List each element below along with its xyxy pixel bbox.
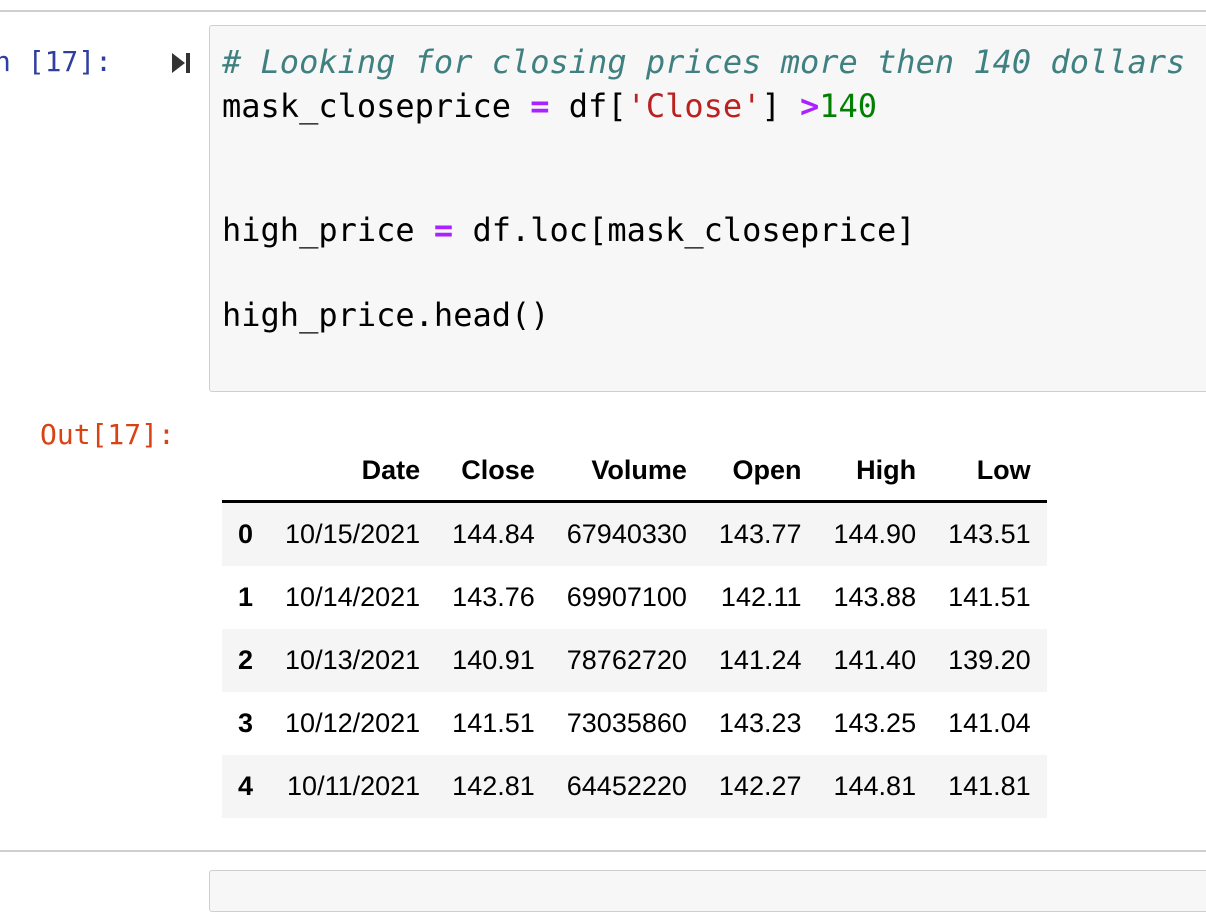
- table-cell: 78762720: [566, 645, 687, 675]
- table-cell: 141.51: [452, 708, 535, 738]
- table-cell: 10/15/2021: [285, 519, 421, 549]
- table-row: 0 10/15/2021 144.84 67940330 143.77 144.90 143…: [222, 501, 1047, 566]
- header-row: Date Close Volume Open High Low: [222, 440, 1047, 503]
- table-cell: 141.04: [948, 708, 1031, 738]
- cell-separator: [0, 850, 1206, 852]
- code-token: df.loc[mask_closeprice]: [453, 211, 916, 249]
- code-input-box[interactable]: [209, 25, 1206, 392]
- run-cell-icon[interactable]: [170, 52, 194, 74]
- column-header: Volume: [550, 440, 703, 503]
- notebook-page: n [17]: # Looking for closing prices mor…: [0, 10, 1206, 912]
- code-operator: =: [433, 211, 454, 249]
- table-cell: 144.84: [452, 519, 535, 549]
- table-cell: 142.81: [452, 771, 535, 801]
- table-cell: 140.91: [452, 645, 535, 675]
- column-header: Low: [932, 440, 1047, 503]
- code-line: high_price.head(): [222, 293, 550, 337]
- input-prompt: n [17]:: [0, 45, 113, 78]
- table-cell: 10/14/2021: [285, 582, 421, 612]
- row-index: 1: [238, 582, 254, 612]
- code-token: high_price.head(): [222, 296, 550, 334]
- code-line: # Looking for closing prices more then 1…: [222, 40, 1185, 84]
- column-header: Date: [269, 440, 437, 503]
- code-token: high_price: [222, 211, 434, 249]
- table-cell: 139.20: [948, 645, 1031, 675]
- table-cell: 144.90: [833, 519, 917, 549]
- table-cell: 143.23: [718, 708, 802, 738]
- row-index: 3: [238, 708, 254, 738]
- table-cell: 10/11/2021: [287, 771, 421, 801]
- dataframe-table: Date Close Volume Open High Low 0 10/15/2021 14…: [222, 440, 1047, 818]
- table-row: 1 10/14/2021 143.76 69907100 142.11 143.88 141…: [222, 566, 1047, 629]
- table-cell: 143.51: [948, 519, 1031, 549]
- table-cell: 73035860: [566, 708, 687, 738]
- code-input-box[interactable]: [209, 870, 1206, 912]
- table-cell: 10/12/2021: [285, 708, 421, 738]
- table-cell: 143.76: [452, 582, 535, 612]
- table-cell: 143.77: [718, 519, 802, 549]
- code-comment: # Looking for closing prices more then 1…: [222, 43, 1186, 81]
- code-line: high_price = df.loc[mask_closeprice]: [222, 208, 916, 252]
- cell-separator: [0, 10, 1206, 12]
- code-line: mask_closeprice = df['Close'] >140: [222, 84, 877, 128]
- column-header: High: [817, 440, 933, 503]
- output-prompt: Out[17]:: [40, 418, 175, 451]
- table-cell: 69907100: [566, 582, 687, 612]
- table-row: 2 10/13/2021 140.91 78762720 141.24 141.40 139…: [222, 629, 1047, 692]
- row-index: 0: [238, 519, 254, 549]
- table-cell: 10/13/2021: [285, 645, 421, 675]
- table-cell: 67940330: [566, 519, 687, 549]
- table-cell: 141.51: [948, 582, 1031, 612]
- code-token: mask_closeprice: [222, 87, 531, 125]
- code-operator: >: [799, 87, 820, 125]
- index-header: [222, 440, 270, 503]
- table-cell: 142.27: [718, 771, 802, 801]
- table-cell: 64452220: [566, 771, 687, 801]
- column-header: Open: [702, 440, 818, 503]
- table-body: 0 10/15/2021 144.84 67940330 143.77 144.90 143…: [222, 501, 1047, 818]
- code-token: df[: [549, 87, 627, 125]
- code-number: 140: [819, 87, 878, 125]
- code-string: 'Close': [626, 87, 762, 125]
- table-cell: 141.81: [948, 771, 1031, 801]
- table-cell: 141.40: [833, 645, 917, 675]
- code-operator: =: [530, 87, 550, 125]
- table-cell: 143.25: [833, 708, 917, 738]
- table-row: 4 10/11/2021 142.81 64452220 142.27 144.81 141…: [222, 755, 1047, 818]
- table-cell: 143.88: [833, 582, 917, 612]
- table-cell: 144.81: [833, 771, 917, 801]
- row-index: 4: [238, 771, 254, 801]
- table-cell: 141.24: [718, 645, 802, 675]
- column-header: Close: [436, 440, 551, 503]
- table-cell: 142.11: [720, 582, 802, 612]
- code-token: ]: [761, 87, 800, 125]
- table-row: 3 10/12/2021 141.51 73035860 143.23 143.25 141…: [222, 692, 1047, 755]
- row-index: 2: [238, 645, 254, 675]
